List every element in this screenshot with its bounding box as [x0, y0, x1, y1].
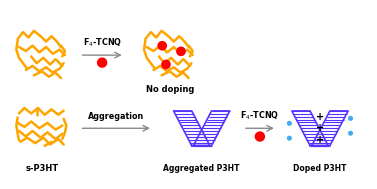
- Circle shape: [158, 42, 166, 50]
- Circle shape: [349, 131, 352, 135]
- Circle shape: [255, 132, 264, 141]
- Circle shape: [288, 122, 291, 125]
- Text: +: +: [316, 135, 324, 145]
- Circle shape: [288, 136, 291, 140]
- Text: F$_4$-TCNQ: F$_4$-TCNQ: [83, 36, 122, 49]
- Text: Aggregated P3HT: Aggregated P3HT: [163, 164, 240, 173]
- Text: F$_4$-TCNQ: F$_4$-TCNQ: [240, 110, 279, 122]
- Circle shape: [162, 60, 170, 69]
- Text: No doping: No doping: [146, 85, 194, 94]
- Text: Doped P3HT: Doped P3HT: [293, 164, 347, 173]
- Text: +: +: [316, 112, 324, 122]
- Text: +: +: [316, 123, 324, 133]
- Circle shape: [177, 47, 185, 56]
- Circle shape: [98, 58, 107, 67]
- Circle shape: [349, 117, 352, 120]
- Text: s-P3HT: s-P3HT: [26, 164, 58, 173]
- Text: Aggregation: Aggregation: [88, 112, 144, 121]
